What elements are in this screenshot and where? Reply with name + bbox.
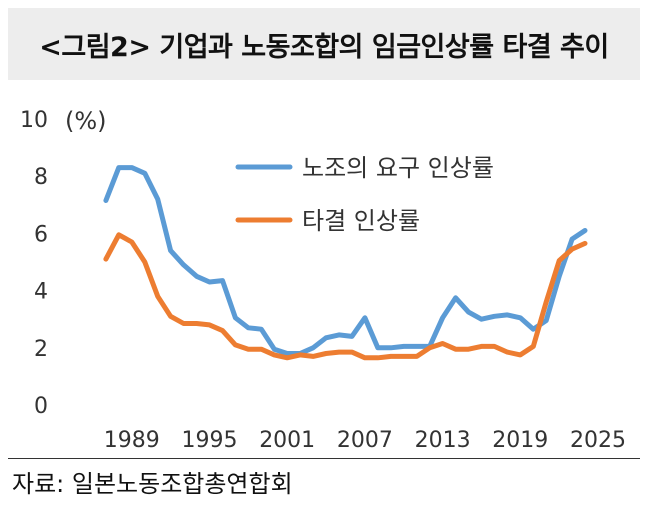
series-layer	[103, 165, 588, 361]
y-tick-label: 2	[34, 337, 48, 362]
legend-label-2: 타결 인상률	[302, 207, 420, 235]
series-line-1	[103, 165, 588, 356]
source-divider	[8, 458, 640, 459]
x-tick-label: 2001	[259, 428, 315, 453]
y-tick-label: 4	[34, 280, 48, 305]
y-unit-label: (%)	[65, 107, 107, 135]
y-tick-label: 10	[20, 108, 48, 133]
x-tick-label: 2007	[337, 428, 393, 453]
legend-label-1: 노조의 요구 인상률	[302, 154, 494, 182]
y-axis: 0 2 4 6 8 10	[20, 108, 48, 419]
y-tick-label: 0	[34, 394, 48, 419]
x-tick-label: 1989	[104, 428, 160, 453]
chart-title: <그림2> 기업과 노동조합의 임금인상률 타결 추이	[8, 8, 640, 80]
y-tick-label: 6	[34, 222, 48, 247]
x-tick-label: 2025	[570, 428, 626, 453]
y-tick-label: 8	[34, 165, 48, 190]
series-line-2	[103, 232, 588, 361]
x-tick-label: 2013	[415, 428, 471, 453]
source-note: 자료: 일본노동조합총연합회	[12, 470, 293, 498]
x-tick-label: 1995	[182, 428, 238, 453]
x-axis: 1989 1995 2001 2007 2013 2019 2025	[104, 428, 626, 453]
x-tick-label: 2019	[492, 428, 548, 453]
line-chart: 0 2 4 6 8 10 1989 1995 2001 2007 2013 2019 2025 (%)…	[20, 107, 626, 453]
